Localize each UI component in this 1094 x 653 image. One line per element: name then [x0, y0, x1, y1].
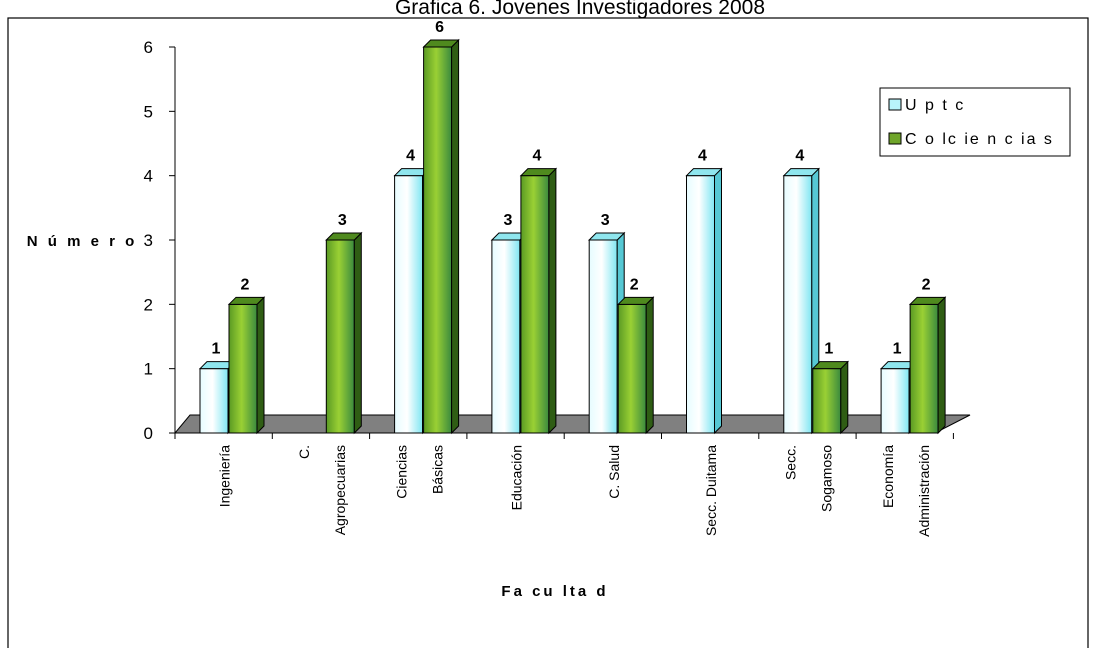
x-tick-label: C. Salud — [606, 445, 622, 499]
bar-front — [617, 303, 647, 434]
bar-side — [840, 360, 849, 435]
x-tick-label: C. — [296, 445, 312, 459]
y-tick-label: 4 — [144, 167, 153, 186]
bar-top — [782, 168, 821, 177]
data-label: 2 — [922, 276, 931, 293]
data-label: 2 — [630, 276, 639, 293]
legend-label-colciencias: C o lc ie n c ia s — [905, 131, 1054, 148]
bar-front — [588, 239, 618, 434]
data-label: 4 — [795, 148, 804, 165]
data-label: 2 — [241, 276, 250, 293]
data-label: 4 — [406, 148, 415, 165]
x-tick-label: Ingeniería — [217, 445, 233, 507]
data-label: 3 — [503, 212, 512, 229]
data-labels: 1 2 3 4 6 3 4 3 2 4 4 1 1 2 — [212, 19, 931, 358]
bar-colciencias — [519, 167, 558, 435]
bar-front — [783, 175, 813, 434]
x-tick-label: Secc. — [782, 445, 798, 480]
bar-front — [228, 303, 258, 434]
bar-colciencias — [325, 231, 363, 435]
bar-side — [451, 38, 460, 435]
bar-top — [908, 296, 947, 305]
x-categories: Ingeniería C. Agropecuarias Ciencias Básicas… — [174, 433, 954, 537]
bar-side — [353, 231, 362, 435]
chart-floor — [173, 414, 971, 434]
legend-swatch-colciencias — [888, 132, 902, 145]
bar-top — [422, 39, 460, 48]
bar-front — [686, 175, 715, 434]
legend-label-uptc: U p t c — [905, 97, 965, 114]
bars — [198, 38, 947, 435]
bar-front — [812, 368, 842, 434]
x-tick-label: Secc. Duitama — [703, 445, 719, 536]
bar-uptc — [685, 167, 723, 435]
bar-front — [520, 175, 550, 434]
chart-title: Grafica 6. Jovenes Investigadores 2008 — [395, 0, 765, 19]
y-tick-label: 0 — [144, 424, 153, 443]
bar-front — [909, 303, 939, 434]
bar-uptc — [782, 167, 821, 435]
data-label: 6 — [435, 19, 444, 36]
bar-front — [880, 368, 910, 434]
chart-frame — [7, 17, 1089, 653]
bar-front — [199, 368, 229, 434]
x-tick-label: Educación — [509, 445, 525, 510]
bar-top — [587, 232, 626, 241]
data-label: 1 — [212, 341, 221, 358]
data-label: 3 — [338, 212, 347, 229]
bar-side — [714, 167, 722, 435]
y-tick-label: 2 — [144, 295, 153, 314]
y-ticks: 0 1 2 3 4 5 6 — [144, 38, 175, 443]
data-label: 1 — [824, 341, 833, 358]
bar-side — [256, 296, 265, 435]
legend-box — [879, 87, 1071, 157]
bar-colciencias — [616, 296, 655, 435]
bar-colciencias — [908, 296, 947, 435]
y-axis-label: N ú m e r o — [27, 233, 138, 250]
bar-top — [325, 232, 363, 241]
bar-top — [519, 168, 558, 177]
bar-front — [423, 46, 453, 434]
bar-colciencias — [422, 38, 460, 435]
x-tick-label: Ciencias — [393, 445, 409, 499]
bar-top — [685, 168, 723, 177]
y-tick-label: 6 — [144, 38, 153, 57]
bar-top — [616, 296, 655, 305]
bar-front — [491, 239, 521, 434]
data-label: 3 — [601, 212, 610, 229]
data-label: 4 — [698, 148, 707, 165]
x-axis-label: Fa cu lta d — [501, 583, 608, 600]
x-tick-label: Sogamoso — [818, 445, 834, 512]
bar-colciencias — [227, 296, 266, 435]
data-label: 4 — [532, 148, 541, 165]
bar-top — [811, 361, 850, 370]
legend: U p t c C o lc ie n c ia s — [879, 87, 1071, 157]
y-tick-label: 5 — [144, 102, 153, 121]
bar-front — [394, 175, 424, 434]
bar-side — [937, 296, 946, 435]
bar-colciencias — [811, 360, 850, 435]
bar-front — [325, 239, 355, 434]
x-tick-label: Economía — [880, 445, 896, 508]
data-label: 1 — [893, 341, 902, 358]
legend-swatch-uptc — [888, 98, 902, 111]
x-tick-label: Básicas — [429, 445, 445, 494]
x-tick-label: Administración — [916, 445, 932, 537]
bar-top — [227, 296, 266, 305]
y-tick-label: 3 — [144, 231, 153, 250]
bar-side — [548, 167, 557, 435]
x-tick-label: Agropecuarias — [332, 445, 348, 535]
y-tick-label: 1 — [144, 360, 153, 379]
bar-side — [645, 296, 654, 435]
